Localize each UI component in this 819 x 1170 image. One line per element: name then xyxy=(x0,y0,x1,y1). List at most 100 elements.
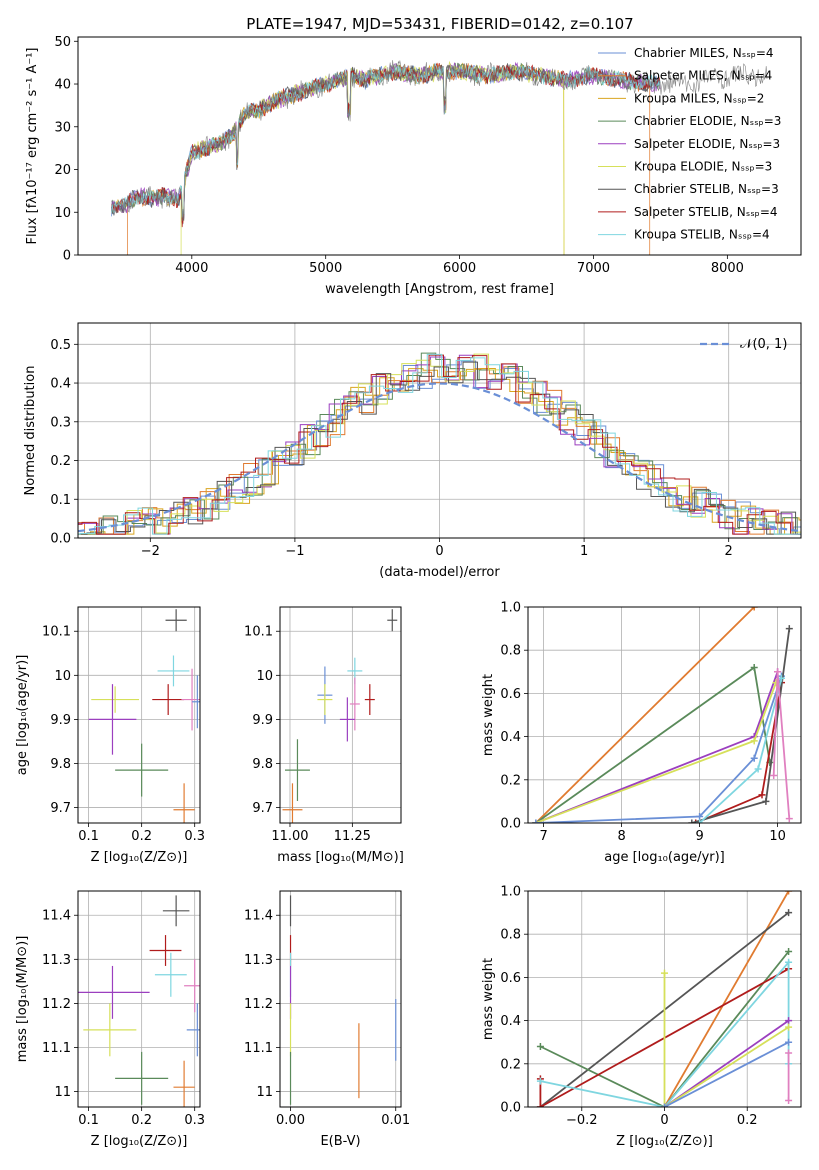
histogram-chabrier-elodie xyxy=(78,352,801,535)
errorbar-point xyxy=(192,675,200,729)
errorbar-point xyxy=(173,783,195,823)
legend-label: Kroupa MILES, Nₛₛₚ=2 xyxy=(634,91,764,105)
errorbar-point xyxy=(91,686,139,713)
y-tick-label: 11.1 xyxy=(42,1041,71,1056)
histogram-kroupa-stelib xyxy=(78,353,801,535)
x-tick-label: 1 xyxy=(580,544,588,559)
weight-marker xyxy=(762,797,770,805)
legend-label: Chabrier ELODIE, Nₛₛₚ=3 xyxy=(634,114,781,128)
x-tick-label: 8 xyxy=(617,829,625,844)
y-tick-label: 10 xyxy=(54,669,71,684)
weight-marker xyxy=(785,958,793,966)
y-tick-label: 11.3 xyxy=(42,953,71,968)
weight-lines-weight-vs-age xyxy=(532,607,793,823)
weight-line xyxy=(663,973,790,1107)
x-tick-label: 0.1 xyxy=(78,1113,99,1128)
axes-residuals: −2 −1 0 1 2 0.0 0.1 0.2 0.3 0.4 0.5 (data-model)/er… xyxy=(23,323,801,580)
x-tick-label: 6000 xyxy=(443,261,476,276)
weight-line xyxy=(772,671,791,819)
weight-marker xyxy=(774,668,782,676)
spectrum-line-salpeter-stelib xyxy=(111,62,661,228)
y-tick-label: 0.8 xyxy=(500,644,521,659)
y-tick-label: 0.3 xyxy=(50,415,71,430)
x-tick-label: 8000 xyxy=(711,261,744,276)
weight-marker xyxy=(758,791,766,799)
y-tick-label: 0.4 xyxy=(500,730,521,745)
errorbars-mass-vs-Z xyxy=(78,895,200,1107)
y-tick-label: 9.7 xyxy=(252,801,273,816)
axes-age-vs-Z: 0.1 0.2 0.3 9.7 9.8 9.9 10 10.1 Z [log₁₀(Z/Z⊙)] a… xyxy=(15,607,205,865)
legend-label: Chabrier STELIB, Nₛₛₚ=3 xyxy=(634,182,779,196)
y-axis-label: age [log₁₀(age/yr)] xyxy=(15,655,30,776)
weight-marker xyxy=(536,1077,544,1085)
spectrum-line-kroupa-stelib xyxy=(111,62,661,218)
y-tick-label: 0.1 xyxy=(50,493,71,508)
errorbar-point xyxy=(88,684,137,755)
y-tick-label: 10 xyxy=(54,206,71,221)
spectrum-line-salpeter-miles xyxy=(127,62,651,255)
x-tick-label: 4000 xyxy=(175,261,208,276)
errorbar-point xyxy=(387,609,398,632)
weight-lines-weight-vs-Z xyxy=(536,891,793,1107)
weight-marker xyxy=(661,1103,668,1107)
histogram-kroupa-elodie xyxy=(78,353,801,535)
y-tick-label: 30 xyxy=(54,120,71,135)
x-tick-label: 0 xyxy=(435,544,443,559)
legend-label-normal: 𝒩(0, 1) xyxy=(740,337,787,352)
histogram-chabrier-miles xyxy=(78,360,801,535)
axes-spectrum: 4000 5000 6000 7000 8000 0 10 20 30 40 50 wavelengt… xyxy=(25,35,744,297)
x-tick-label: −0.2 xyxy=(566,1113,598,1128)
errorbar-point xyxy=(349,677,360,731)
errorbar-point xyxy=(364,684,375,715)
weight-line xyxy=(664,1041,790,1107)
plot-frame xyxy=(527,606,802,824)
y-tick-label: 0.0 xyxy=(50,532,71,547)
errorbar-point xyxy=(339,697,355,742)
y-axis-label: mass weight xyxy=(481,674,496,756)
plot-frame xyxy=(77,606,201,824)
y-tick-label: 11.2 xyxy=(42,997,71,1012)
errorbar-point xyxy=(184,959,200,1013)
legend-label: Salpeter STELIB, Nₛₛₚ=4 xyxy=(634,205,778,219)
plot-frame xyxy=(527,890,802,1108)
histogram-salpeter-stelib xyxy=(78,354,801,535)
weight-marker xyxy=(785,1049,793,1057)
legend-label: Kroupa ELODIE, Nₛₛₚ=3 xyxy=(634,160,772,174)
y-tick-label: 0.8 xyxy=(500,928,521,943)
weight-marker xyxy=(661,969,668,977)
y-tick-label: 9.8 xyxy=(252,757,273,772)
weight-line xyxy=(535,675,783,823)
plot-frame xyxy=(279,890,402,1108)
weight-line xyxy=(663,891,790,1107)
x-tick-label: 7000 xyxy=(577,261,610,276)
y-tick-label: 11 xyxy=(256,1085,273,1100)
errorbar-point xyxy=(181,668,200,731)
y-tick-label: 9.7 xyxy=(50,801,71,816)
errorbars-mass-vs-EBV xyxy=(289,895,397,1105)
x-axis-label: Z [log₁₀(Z/Z⊙)] xyxy=(91,1134,188,1149)
legend-label: Salpeter MILES, Nₛₛₚ=4 xyxy=(634,69,772,83)
errorbar-point xyxy=(157,655,190,687)
x-tick-label: 10 xyxy=(769,829,786,844)
errorbar-point xyxy=(115,743,169,797)
plot-frame xyxy=(77,322,802,539)
weight-marker xyxy=(750,607,758,611)
axes-weight-vs-age: 7 8 9 10 0.0 0.2 0.4 0.6 0.8 1.0 age [log₁₀(age/yr… xyxy=(481,601,801,865)
x-axis-label: Z [log₁₀(Z/Z⊙)] xyxy=(91,850,188,865)
x-tick-label: 0 xyxy=(660,1113,668,1128)
y-tick-label: 1.0 xyxy=(500,885,521,900)
figure-title: PLATE=1947, MJD=53431, FIBERID=0142, z=0… xyxy=(246,15,633,33)
x-tick-label: −1 xyxy=(285,544,304,559)
errorbar-point xyxy=(284,739,310,801)
y-tick-label: 9.9 xyxy=(252,713,273,728)
x-tick-label: 5000 xyxy=(309,261,342,276)
x-axis-label: wavelength [Angstrom, rest frame] xyxy=(325,282,554,297)
y-tick-label: 11.2 xyxy=(244,997,273,1012)
x-tick-label: 7 xyxy=(539,829,547,844)
errorbar-point xyxy=(282,783,303,823)
weight-marker xyxy=(750,754,758,762)
y-tick-label: 50 xyxy=(54,35,71,50)
weight-marker xyxy=(785,947,793,955)
errorbar-point xyxy=(149,935,182,966)
weight-marker xyxy=(778,674,785,682)
